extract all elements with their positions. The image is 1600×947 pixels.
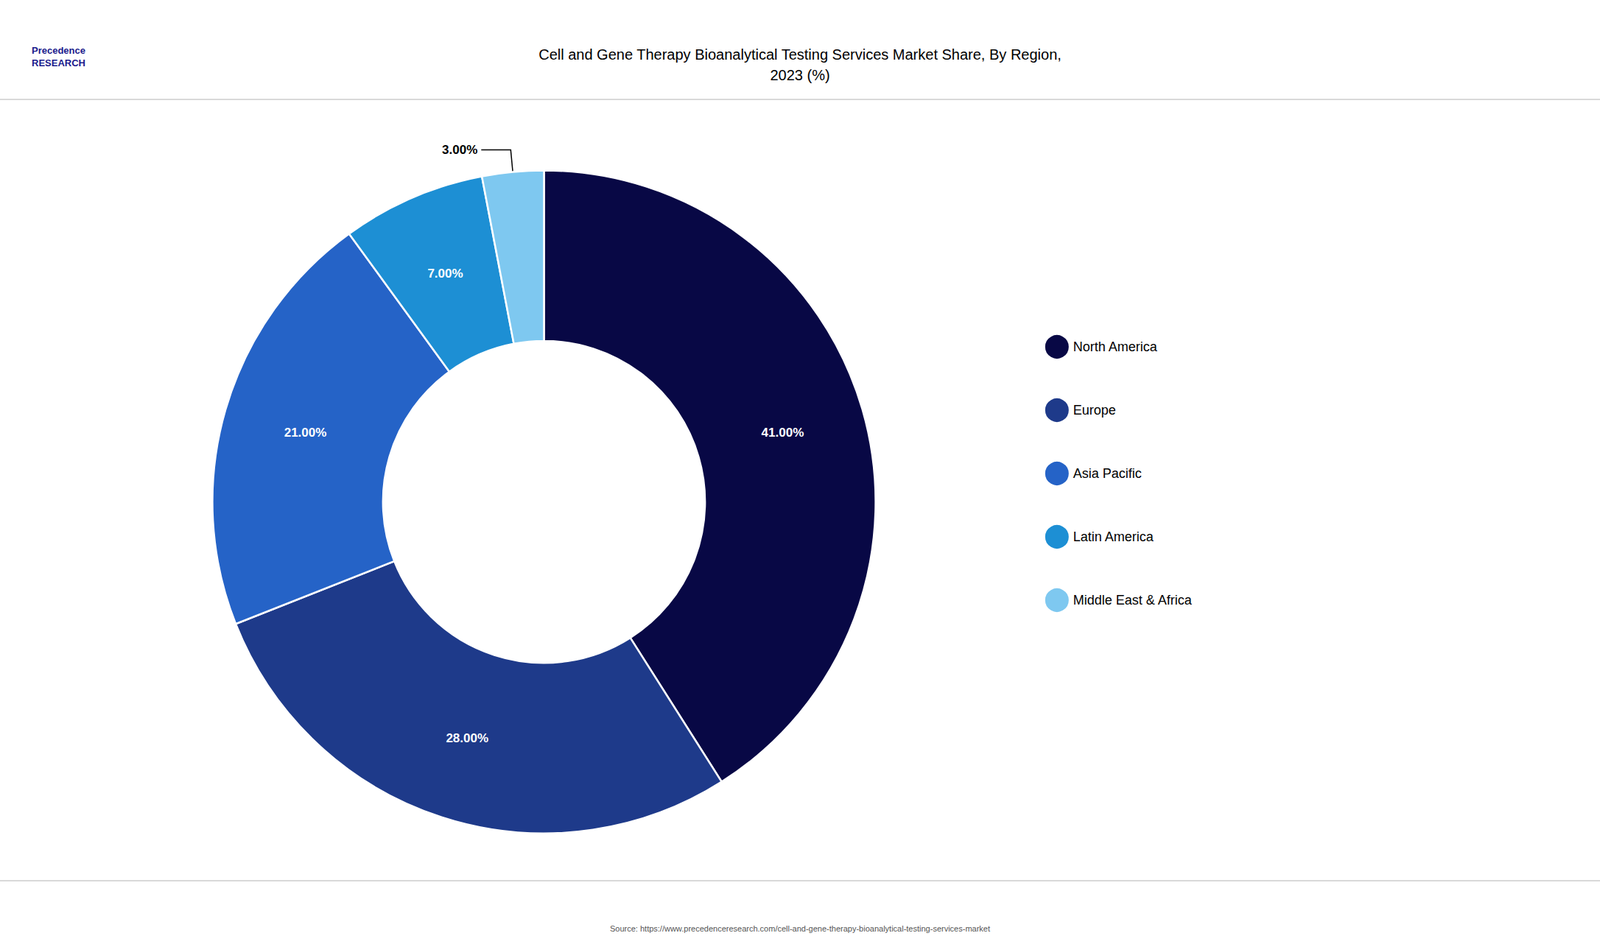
svg-text:North America: North America (1073, 339, 1159, 355)
svg-text:21.00%: 21.00% (284, 425, 328, 440)
svg-text:Cell and Gene Therapy Bioanaly: Cell and Gene Therapy Bioanalytical Test… (538, 46, 1062, 63)
svg-text:Precedence: Precedence (31, 44, 86, 56)
svg-text:Source: https://www.precedence: Source: https://www.precedenceresearch.c… (609, 924, 991, 934)
svg-text:28.00%: 28.00% (445, 731, 489, 746)
svg-text:Asia Pacific: Asia Pacific (1073, 466, 1142, 482)
svg-text:Latin America: Latin America (1073, 529, 1155, 545)
svg-text:41.00%: 41.00% (761, 425, 805, 440)
svg-text:7.00%: 7.00% (427, 266, 463, 281)
svg-text:RESEARCH: RESEARCH (31, 57, 86, 69)
svg-text:Europe: Europe (1073, 402, 1117, 418)
svg-text:3.00%: 3.00% (441, 142, 478, 157)
svg-text:2023 (%): 2023 (%) (769, 67, 830, 84)
svg-text:Middle East & Africa: Middle East & Africa (1073, 593, 1193, 608)
